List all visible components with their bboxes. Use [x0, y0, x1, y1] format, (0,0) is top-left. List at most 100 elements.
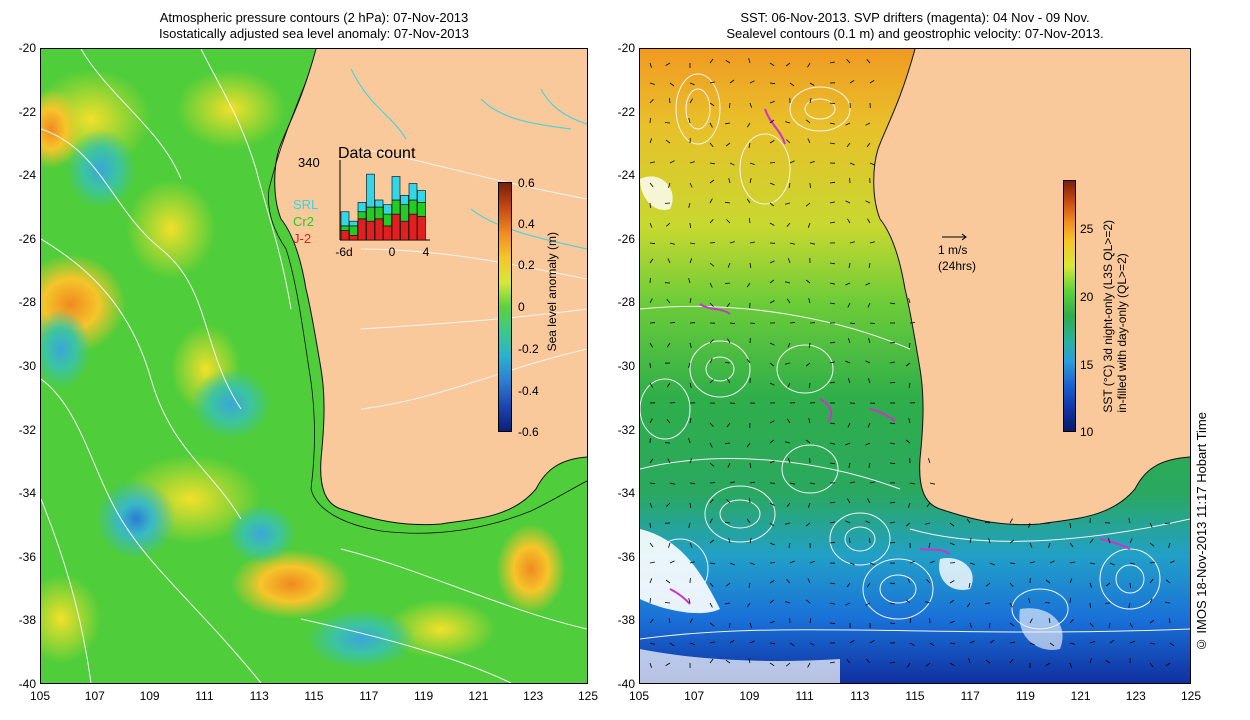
velocity-arrow — [968, 582, 971, 588]
sst-colorbar-ticks: 25 20 15 10 — [1080, 222, 1104, 442]
velocity-arrow — [1089, 562, 1095, 565]
velocity-arrow — [909, 482, 915, 485]
legend-j2: J-2 — [293, 231, 312, 246]
velocity-arrow — [749, 241, 755, 244]
velocity-arrow — [729, 481, 735, 484]
left-x-tick: 113 — [249, 689, 269, 703]
velocity-arrow — [729, 562, 735, 566]
velocity-arrow — [785, 281, 791, 284]
velocity-arrow — [724, 522, 731, 524]
velocity-arrow — [688, 362, 691, 368]
right-y-tick: -28 — [617, 295, 635, 310]
inset-bar-srl — [366, 173, 375, 208]
right-x-tick: 111 — [795, 689, 814, 703]
velocity-arrow — [1168, 618, 1171, 624]
sla-tick: 0.6 — [518, 176, 535, 190]
velocity-arrow — [949, 522, 955, 527]
velocity-arrow — [848, 462, 851, 468]
velocity-arrow — [908, 342, 911, 348]
velocity-arrow — [848, 262, 851, 268]
right-y-tick: -38 — [617, 613, 635, 628]
left-x-tick: 115 — [304, 689, 324, 703]
velocity-arrow — [668, 618, 671, 624]
velocity-arrow — [709, 582, 714, 588]
velocity-arrow — [726, 302, 731, 308]
velocity-arrow — [669, 82, 675, 87]
velocity-arrow — [727, 338, 731, 344]
velocity-arrow — [669, 160, 675, 164]
velocity-arrow — [668, 98, 671, 104]
velocity-arrow — [848, 338, 851, 344]
velocity-arrow — [688, 598, 691, 604]
velocity-arrow — [746, 602, 751, 608]
velocity-arrow — [729, 639, 735, 644]
velocity-arrow — [769, 162, 776, 164]
velocity-arrow — [846, 658, 851, 664]
velocity-arrow — [808, 382, 811, 388]
velocity-arrow — [867, 422, 871, 428]
velocity-arrow — [749, 640, 755, 644]
velocity-arrow — [845, 360, 851, 364]
velocity-arrow — [865, 520, 871, 524]
velocity-arrow — [845, 520, 851, 524]
velocity-arrow — [727, 378, 731, 384]
velocity-arrow — [1028, 522, 1031, 528]
velocity-arrow — [769, 662, 775, 667]
velocity-arrow — [1069, 522, 1071, 529]
right-y-tick: -36 — [617, 549, 635, 564]
sst-colorbar-label: SST (°C) 3d night-only (L3S QL>=2) in-fi… — [1101, 220, 1129, 413]
velocity-arrow — [865, 442, 871, 446]
inset-bar-j-2 — [383, 225, 392, 241]
velocity-arrow — [649, 642, 655, 645]
velocity-arrow — [749, 462, 752, 469]
velocity-arrow — [809, 160, 815, 164]
velocity-arrow — [846, 582, 851, 588]
velocity-arrow — [889, 542, 896, 544]
velocity-arrow — [649, 161, 655, 164]
velocity-arrow — [786, 139, 791, 144]
velocity-arrow — [666, 342, 671, 348]
velocity-arrow — [725, 602, 731, 605]
velocity-arrow — [807, 502, 811, 508]
velocity-arrow — [1109, 639, 1115, 644]
inset-bar-cr2 — [400, 204, 409, 222]
velocity-arrow — [845, 200, 851, 204]
velocity-arrow — [1049, 560, 1055, 564]
velocity-arrow — [785, 601, 791, 604]
velocity-arrow — [829, 381, 835, 384]
velocity-arrow — [769, 420, 775, 424]
velocity-arrow — [829, 442, 835, 445]
velocity-arrow — [769, 119, 775, 124]
velocity-arrow — [805, 202, 811, 207]
velocity-arrow — [1048, 618, 1051, 624]
velocity-arrow — [785, 62, 791, 67]
velocity-arrow — [1129, 622, 1133, 628]
velocity-arrow — [849, 162, 855, 166]
right-y-tick: -24 — [617, 168, 635, 183]
velocity-arrow — [829, 181, 836, 184]
velocity-arrow — [709, 142, 714, 148]
velocity-arrow — [689, 542, 693, 548]
velocity-arrow — [769, 260, 775, 264]
velocity-arrow — [1069, 619, 1074, 624]
left-y-tick: -36 — [18, 549, 36, 564]
velocity-arrow — [969, 622, 972, 628]
velocity-arrow — [649, 182, 654, 188]
inset-bar-srl — [357, 202, 367, 213]
left-x-tick: 125 — [577, 689, 599, 703]
velocity-arrow — [866, 142, 871, 148]
velocity-arrow — [649, 62, 652, 68]
inset-bar-cr2 — [408, 199, 418, 215]
velocity-arrow — [807, 138, 811, 144]
velocity-arrow — [649, 597, 651, 604]
velocity-arrow — [829, 61, 835, 64]
velocity-arrow — [846, 59, 851, 64]
velocity-arrow — [709, 198, 713, 204]
velocity-arrow — [1009, 539, 1015, 544]
velocity-arrow — [808, 342, 811, 348]
velocity-arrow — [709, 81, 715, 84]
velocity-arrow — [709, 219, 714, 224]
sla-tick: -0.2 — [518, 342, 539, 356]
velocity-arrow — [889, 501, 895, 504]
velocity-arrow — [845, 122, 851, 126]
